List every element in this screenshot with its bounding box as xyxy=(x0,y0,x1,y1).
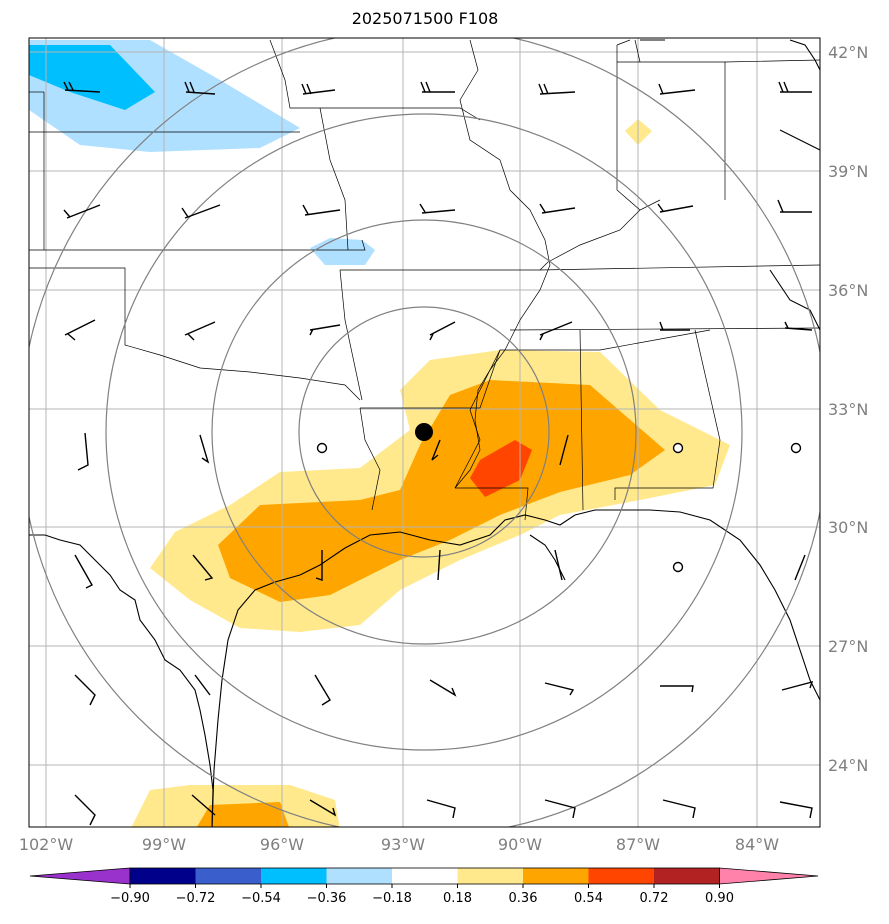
lat-label: 39°N xyxy=(828,162,868,181)
colorbar-segment xyxy=(654,868,720,884)
lon-label: 90°W xyxy=(498,835,542,854)
colorbar-label: 0.72 xyxy=(640,891,669,906)
colorbar-label: 0.54 xyxy=(574,891,603,906)
colorbar-label: −0.90 xyxy=(110,891,150,906)
latitude-labels: 42°N 39°N 36°N 33°N 30°N 27°N 24°N xyxy=(828,43,868,775)
colorbar-segment xyxy=(588,868,654,884)
map-title: 2025071500 F108 xyxy=(351,9,499,28)
colorbar-label: −0.36 xyxy=(307,891,347,906)
lat-label: 33°N xyxy=(828,400,868,419)
colorbar-segment xyxy=(261,868,327,884)
coastline xyxy=(29,39,820,827)
colorbar-label: 0.18 xyxy=(443,891,472,906)
colorbar: −0.90 −0.72 −0.54 −0.36 −0.18 0.18 0.36 0.54 0.7… xyxy=(29,867,819,906)
lat-label: 24°N xyxy=(828,756,868,775)
colorbar-label: −0.72 xyxy=(176,891,216,906)
colorbar-segment xyxy=(326,868,392,884)
negative-anomaly-shading xyxy=(29,40,375,265)
lat-label: 30°N xyxy=(828,518,868,537)
lat-label: 27°N xyxy=(828,637,868,656)
colorbar-segment xyxy=(523,868,589,884)
lat-label: 42°N xyxy=(828,43,868,62)
lon-label: 99°W xyxy=(142,835,186,854)
calm-wind-circles xyxy=(316,442,802,573)
positive-anomaly-shading xyxy=(131,119,730,827)
colorbar-label: −0.18 xyxy=(372,891,412,906)
wind-barbs xyxy=(63,81,814,826)
longitude-labels: 102°W 99°W 96°W 93°W 90°W 87°W 84°W xyxy=(19,835,779,854)
colorbar-frame xyxy=(129,867,720,885)
colorbar-segment xyxy=(130,868,196,884)
lon-label: 93°W xyxy=(381,835,425,854)
colorbar-label: 0.36 xyxy=(509,891,538,906)
lon-label: 96°W xyxy=(260,835,304,854)
lat-label: 36°N xyxy=(828,281,868,300)
lon-label: 87°W xyxy=(616,835,660,854)
colorbar-label: −0.54 xyxy=(241,891,281,906)
colorbar-segment xyxy=(457,868,523,884)
state-borders xyxy=(29,39,820,521)
colorbar-segment xyxy=(195,868,261,884)
rivers xyxy=(454,39,661,489)
colorbar-segment xyxy=(392,868,458,884)
graticule xyxy=(29,38,820,827)
center-location-marker xyxy=(415,423,433,441)
colorbar-extend-low xyxy=(29,867,131,885)
range-rings xyxy=(29,38,820,827)
colorbar-extend-high xyxy=(719,867,819,885)
map-frame xyxy=(28,37,821,828)
lon-label: 102°W xyxy=(19,835,74,854)
lon-label: 84°W xyxy=(735,835,779,854)
colorbar-label: 0.90 xyxy=(705,891,734,906)
